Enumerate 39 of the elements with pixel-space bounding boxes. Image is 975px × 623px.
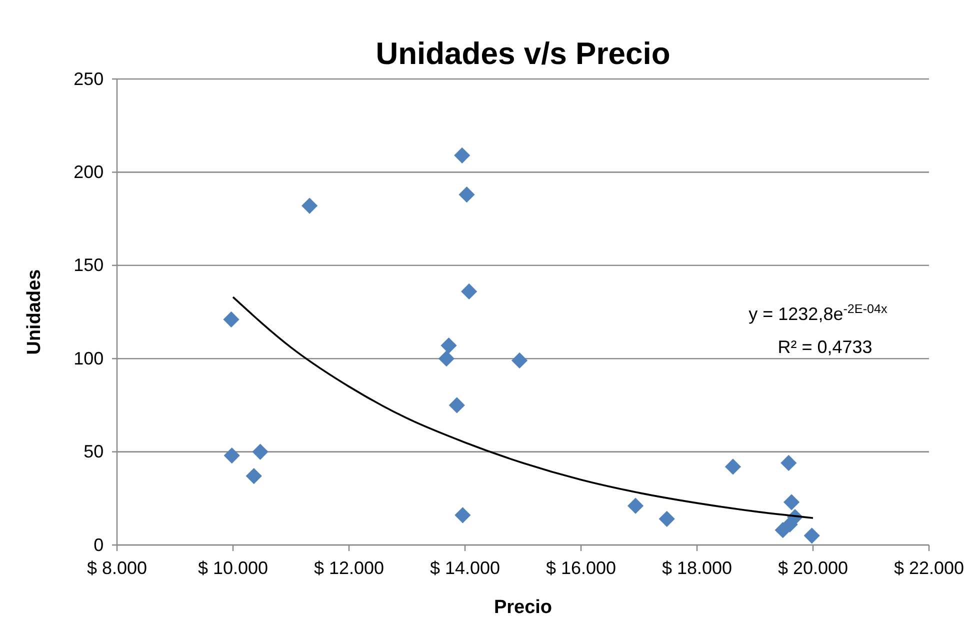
y-tick-label: 200	[74, 162, 104, 182]
y-axis-title: Unidades	[24, 269, 45, 355]
x-tick-label: $ 14.000	[430, 558, 500, 578]
y-tick-label: 250	[74, 68, 104, 89]
x-tick-label: $ 10.000	[198, 558, 268, 578]
x-tick-label: $ 22.000	[894, 558, 964, 578]
y-tick-label: 50	[84, 442, 104, 462]
point	[440, 337, 457, 354]
point	[224, 447, 240, 464]
x-axis-title: Precio	[494, 597, 552, 618]
point	[252, 444, 268, 460]
x-tick-label: $ 20.000	[778, 558, 848, 578]
chart-title: Unidades v/s Precio	[376, 36, 670, 71]
point	[783, 494, 800, 510]
x-tick-label: $ 16.000	[546, 558, 616, 578]
y-tick-label: 0	[94, 534, 104, 555]
point	[438, 350, 454, 367]
point	[780, 454, 797, 472]
y-tick-label: 150	[74, 255, 104, 276]
point	[458, 186, 475, 203]
point	[804, 528, 820, 544]
point	[782, 516, 798, 533]
point	[448, 397, 465, 414]
point	[454, 507, 471, 524]
point	[223, 311, 240, 328]
point	[454, 147, 470, 164]
y-tick-label: 100	[74, 348, 104, 368]
point	[511, 352, 528, 369]
point	[246, 468, 262, 484]
annotation: R² = 0,4733	[778, 337, 872, 357]
point	[461, 283, 478, 300]
point	[302, 198, 318, 214]
point	[658, 510, 675, 527]
x-tick-label: $ 8.000	[86, 558, 148, 578]
point	[724, 458, 742, 475]
point	[627, 498, 644, 514]
x-tick-label: $ 12.000	[314, 558, 384, 578]
x-tick-label: $ 18.000	[662, 558, 732, 578]
annotation: y = 1232,8e$^{-2E-04x}$	[748, 302, 888, 324]
